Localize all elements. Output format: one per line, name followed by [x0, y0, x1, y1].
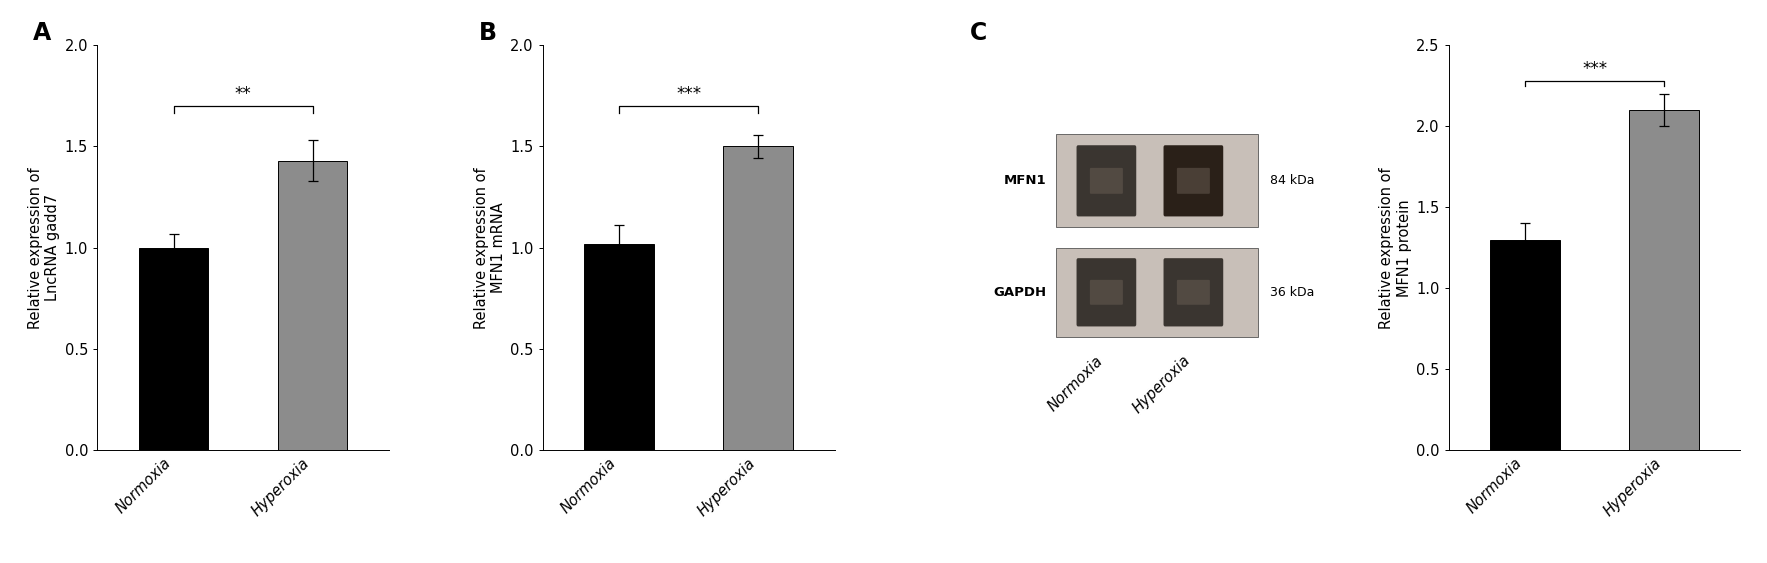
Text: MFN1: MFN1	[1004, 175, 1046, 187]
Y-axis label: Relative expression of
MFN1 protein: Relative expression of MFN1 protein	[1380, 167, 1412, 329]
Bar	[585, 244, 654, 450]
Text: 36 kDa: 36 kDa	[1270, 286, 1315, 299]
Bar	[1490, 240, 1560, 450]
Bar	[1057, 134, 1258, 227]
Bar	[140, 248, 209, 450]
Text: C: C	[970, 21, 988, 44]
FancyBboxPatch shape	[1076, 258, 1136, 327]
Text: ***: ***	[1581, 60, 1608, 78]
FancyBboxPatch shape	[1177, 280, 1210, 305]
Text: Normoxia: Normoxia	[1046, 353, 1106, 414]
Text: ***: ***	[677, 85, 701, 103]
Text: 84 kDa: 84 kDa	[1270, 175, 1315, 187]
FancyBboxPatch shape	[1090, 168, 1122, 194]
Bar	[277, 160, 348, 450]
FancyBboxPatch shape	[1090, 280, 1122, 305]
FancyBboxPatch shape	[1177, 168, 1210, 194]
Text: GAPDH: GAPDH	[993, 286, 1046, 299]
Y-axis label: Relative expression of
MFN1 mRNA: Relative expression of MFN1 mRNA	[474, 167, 505, 329]
FancyBboxPatch shape	[1163, 258, 1223, 327]
FancyBboxPatch shape	[1163, 145, 1223, 216]
Bar	[1629, 110, 1698, 450]
FancyBboxPatch shape	[1076, 145, 1136, 216]
Text: B: B	[479, 21, 497, 44]
Y-axis label: Relative expression of
LncRNA gadd7: Relative expression of LncRNA gadd7	[28, 167, 60, 329]
Bar	[1057, 248, 1258, 337]
Text: Hyperoxia: Hyperoxia	[1131, 353, 1193, 417]
Text: A: A	[34, 21, 51, 44]
Text: **: **	[235, 85, 251, 103]
Bar	[723, 146, 793, 450]
